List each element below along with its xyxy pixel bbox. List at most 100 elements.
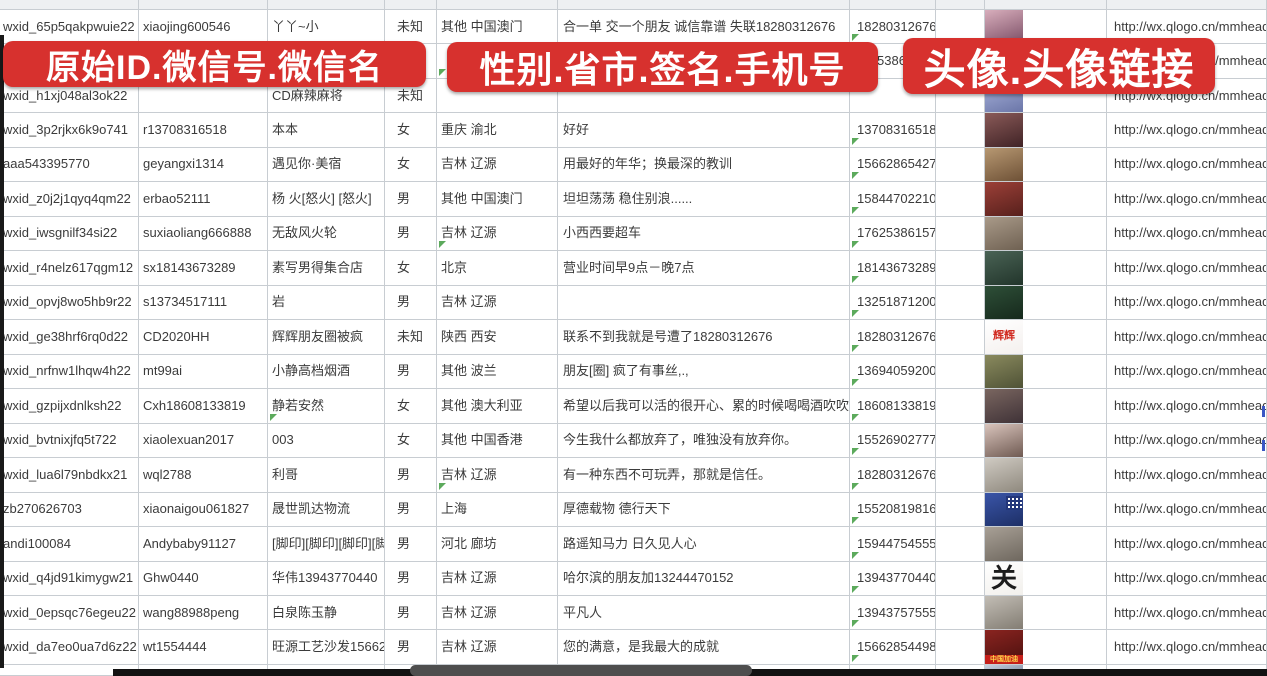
cell-spacer-row0[interactable] [936, 0, 985, 10]
cell-nickname-row11[interactable]: 小静高档烟酒 [268, 354, 385, 390]
cell-nickname-row18[interactable]: 白泉陈玉静 [268, 595, 385, 631]
cell-spacer-row11[interactable] [936, 354, 985, 390]
cell-avatar-row4[interactable] [985, 113, 1107, 148]
cell-id-row8[interactable]: wxid_r4nelz617qgm12 [0, 251, 139, 286]
cell-wechat_no-row11[interactable]: mt99ai [139, 354, 268, 390]
cell-id-row0[interactable] [0, 0, 139, 10]
cell-phone-row18[interactable]: 13943757555 [850, 595, 936, 631]
cell-id-row19[interactable]: wxid_da7eo0ua7d6z22 [0, 630, 139, 665]
cell-signature-row13[interactable]: 今生我什么都放弃了，唯独没有放弃你。 [558, 423, 850, 459]
cell-region-row17[interactable]: 吉林 辽源 [437, 561, 558, 596]
cell-spacer-row18[interactable] [936, 595, 985, 631]
cell-phone-row12[interactable]: 18608133819 [850, 389, 936, 424]
cell-signature-row7[interactable]: 小西西要超车 [558, 216, 850, 252]
cell-spacer-row4[interactable] [936, 113, 985, 148]
cell-wechat_no-row9[interactable]: s13734517111 [139, 285, 268, 321]
cell-wechat_no-row12[interactable]: Cxh18608133819 [139, 389, 268, 424]
cell-id-row5[interactable]: aaa543395770 [0, 147, 139, 183]
cell-id-row9[interactable]: wxid_opvj8wo5hb9r22 [0, 285, 139, 321]
cell-wechat_no-row6[interactable]: erbao52111 [139, 182, 268, 217]
cell-nickname-row19[interactable]: 旺源工艺沙发15662854 [268, 630, 385, 665]
cell-region-row10[interactable]: 陕西 西安 [437, 320, 558, 355]
cell-phone-row7[interactable]: 17625386157 [850, 216, 936, 252]
cell-wechat_no-row10[interactable]: CD2020HH [139, 320, 268, 355]
cell-gender-row12[interactable]: 女 [385, 389, 437, 424]
cell-spacer-row13[interactable] [936, 423, 985, 459]
cell-phone-row13[interactable]: 15526902777 [850, 423, 936, 459]
cell-id-row17[interactable]: wxid_q4jd91kimygw21 [0, 561, 139, 596]
cell-spacer-row12[interactable] [936, 389, 985, 424]
cell-phone-row14[interactable]: 18280312676 [850, 458, 936, 493]
cell-gender-row13[interactable]: 女 [385, 423, 437, 459]
cell-region-row18[interactable]: 吉林 辽源 [437, 595, 558, 631]
cell-gender-row1[interactable]: 未知 [385, 10, 437, 45]
cell-url-row9[interactable]: http://wx.qlogo.cn/mmhead [1107, 285, 1267, 321]
cell-url-row17[interactable]: http://wx.qlogo.cn/mmhead [1107, 561, 1267, 596]
cell-region-row16[interactable]: 河北 廊坊 [437, 527, 558, 562]
cell-spacer-row7[interactable] [936, 216, 985, 252]
cell-gender-row19[interactable]: 男 [385, 630, 437, 665]
cell-signature-row16[interactable]: 路遥知马力 日久见人心 [558, 527, 850, 562]
cell-nickname-row15[interactable]: 晟世凯达物流 [268, 492, 385, 528]
cell-signature-row11[interactable]: 朋友[圈] 疯了有事丝,., [558, 354, 850, 390]
cell-signature-row10[interactable]: 联系不到我就是号遭了18280312676 [558, 320, 850, 355]
cell-region-row4[interactable]: 重庆 渝北 [437, 113, 558, 148]
cell-id-row10[interactable]: wxid_ge38hrf6rq0d22 [0, 320, 139, 355]
cell-wechat_no-row16[interactable]: Andybaby91127 [139, 527, 268, 562]
cell-id-row12[interactable]: wxid_gzpijxdnlksh22 [0, 389, 139, 424]
cell-phone-row5[interactable]: 15662865427 [850, 147, 936, 183]
cell-nickname-row0[interactable] [268, 0, 385, 10]
cell-spacer-row6[interactable] [936, 182, 985, 217]
cell-wechat_no-row19[interactable]: wt1554444 [139, 630, 268, 665]
cell-wechat_no-row15[interactable]: xiaonaigou061827 [139, 492, 268, 528]
cell-wechat_no-row13[interactable]: xiaolexuan2017 [139, 423, 268, 459]
cell-region-row1[interactable]: 其他 中国澳门 [437, 10, 558, 45]
cell-avatar-row9[interactable] [985, 285, 1107, 321]
cell-url-row6[interactable]: http://wx.qlogo.cn/mmhead [1107, 182, 1267, 217]
cell-avatar-row15[interactable] [985, 492, 1107, 528]
cell-nickname-row9[interactable]: 岩 [268, 285, 385, 321]
cell-nickname-row12[interactable]: 静若安然 [268, 389, 385, 424]
cell-wechat_no-row5[interactable]: geyangxi1314 [139, 147, 268, 183]
cell-avatar-row18[interactable] [985, 595, 1107, 631]
cell-gender-row4[interactable]: 女 [385, 113, 437, 148]
cell-id-row11[interactable]: wxid_nrfnw1lhqw4h22 [0, 354, 139, 390]
cell-nickname-row1[interactable]: 丫丫~小 [268, 10, 385, 45]
cell-phone-row8[interactable]: 18143673289 [850, 251, 936, 286]
cell-url-row7[interactable]: http://wx.qlogo.cn/mmhead [1107, 216, 1267, 252]
cell-avatar-row8[interactable] [985, 251, 1107, 286]
cell-spacer-row17[interactable] [936, 561, 985, 596]
cell-avatar-row7[interactable] [985, 216, 1107, 252]
cell-signature-row9[interactable] [558, 285, 850, 321]
cell-region-row12[interactable]: 其他 澳大利亚 [437, 389, 558, 424]
cell-url-row19[interactable]: http://wx.qlogo.cn/mmhead [1107, 630, 1267, 665]
cell-gender-row11[interactable]: 男 [385, 354, 437, 390]
cell-id-row4[interactable]: wxid_3p2rjkx6k9o741 [0, 113, 139, 148]
cell-region-row5[interactable]: 吉林 辽源 [437, 147, 558, 183]
cell-id-row18[interactable]: wxid_0epsqc76egeu22 [0, 595, 139, 631]
cell-id-row15[interactable]: zb270626703 [0, 492, 139, 528]
cell-avatar-row6[interactable] [985, 182, 1107, 217]
cell-url-row0[interactable] [1107, 0, 1267, 10]
cell-phone-row15[interactable]: 15520819816 [850, 492, 936, 528]
cell-signature-row15[interactable]: 厚德载物 德行天下 [558, 492, 850, 528]
cell-id-row1[interactable]: wxid_65p5qakpwuie22 [0, 10, 139, 45]
cell-signature-row8[interactable]: 营业时间早9点－晚7点 [558, 251, 850, 286]
horizontal-scrollbar-thumb[interactable] [410, 665, 752, 676]
cell-spacer-row15[interactable] [936, 492, 985, 528]
cell-wechat_no-row0[interactable] [139, 0, 268, 10]
cell-gender-row16[interactable]: 男 [385, 527, 437, 562]
cell-signature-row17[interactable]: 哈尔滨的朋友加13244470152 [558, 561, 850, 596]
cell-region-row14[interactable]: 吉林 辽源 [437, 458, 558, 493]
cell-url-row5[interactable]: http://wx.qlogo.cn/mmhead [1107, 147, 1267, 183]
cell-avatar-row17[interactable]: 关 [985, 561, 1107, 596]
cell-gender-row6[interactable]: 男 [385, 182, 437, 217]
cell-phone-row11[interactable]: 13694059200 [850, 354, 936, 390]
cell-nickname-row6[interactable]: 杨 火[怒火] [怒火] [268, 182, 385, 217]
cell-avatar-row0[interactable] [985, 0, 1107, 10]
cell-wechat_no-row14[interactable]: wql2788 [139, 458, 268, 493]
cell-url-row18[interactable]: http://wx.qlogo.cn/mmhead [1107, 595, 1267, 631]
cell-url-row8[interactable]: http://wx.qlogo.cn/mmhead [1107, 251, 1267, 286]
cell-gender-row0[interactable] [385, 0, 437, 10]
cell-url-row15[interactable]: http://wx.qlogo.cn/mmhead [1107, 492, 1267, 528]
